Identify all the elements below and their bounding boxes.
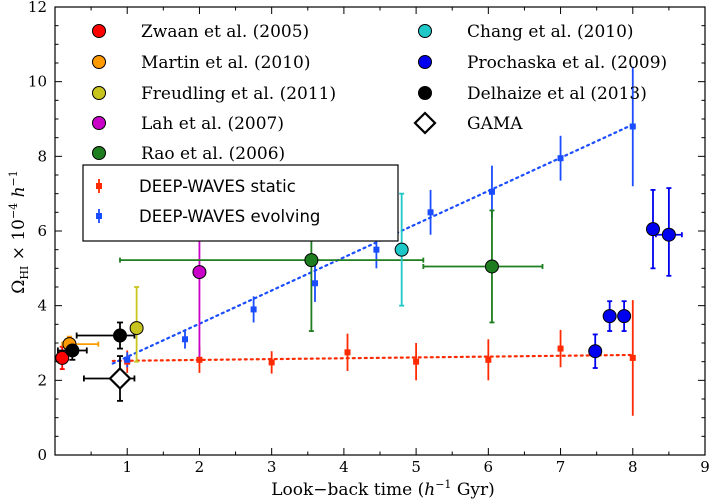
legend-label: Freudling et al. (2011): [141, 84, 336, 104]
literature-point: [108, 366, 132, 391]
y-tick-label: 8: [37, 147, 47, 165]
deep-waves-point: [196, 356, 203, 363]
deep-waves-point: [485, 356, 492, 363]
y-tick-labels: 0 2 4 6 8 10 12: [28, 0, 47, 464]
legend-marker: [418, 86, 432, 100]
legend-marker: [92, 55, 106, 69]
deep-waves-point: [488, 188, 495, 195]
deep-waves-legend-box: [82, 164, 399, 242]
deep-waves-point: [427, 209, 434, 216]
y-tick-label: 10: [28, 73, 47, 91]
legend-label: DEEP-WAVES static: [139, 177, 296, 196]
legend-label: GAMA: [467, 114, 523, 134]
legend-label: Prochaska et al. (2009): [467, 53, 667, 73]
legend-marker: [413, 111, 437, 135]
literature-point: [588, 344, 603, 359]
literature-point: [617, 309, 632, 324]
x-tick-label: 6: [484, 458, 494, 476]
deep-waves-point: [373, 246, 380, 253]
legend-label: Zwaan et al. (2005): [141, 22, 309, 42]
y-tick-label: 2: [37, 371, 47, 389]
y-axis-title: ΩHI × 10−4 h−1: [7, 170, 31, 294]
literature-point: [484, 259, 499, 274]
deep-waves-legend: DEEP-WAVES static DEEP-WAVES evolving: [96, 177, 320, 226]
literature-point: [65, 343, 80, 358]
deep-waves-point: [413, 358, 420, 365]
x-tick-label: 9: [700, 458, 710, 476]
axis-ticks: [55, 7, 705, 455]
y-tick-label: 6: [37, 222, 47, 240]
legend-label: Delhaize et al (2013): [467, 84, 647, 104]
literature-point: [55, 350, 70, 365]
literature-point: [394, 242, 409, 257]
deep-waves-point: [250, 306, 257, 313]
literature-point: [113, 328, 127, 343]
legend-marker: [92, 116, 106, 130]
deep-waves-point: [182, 336, 188, 343]
legend-marker: [92, 86, 106, 100]
legend-marker: [92, 146, 106, 160]
legend-marker: [92, 24, 106, 38]
x-tick-label: 1: [122, 458, 132, 476]
legend-marker: [418, 55, 432, 69]
x-tick-label: 8: [628, 458, 638, 476]
x-tick-label: 7: [556, 458, 566, 476]
legend-marker: [96, 183, 102, 189]
deep-waves-point: [124, 356, 131, 363]
deep-waves-point: [629, 123, 636, 130]
legend-label: Lah et al. (2007): [141, 114, 284, 134]
x-tick-label: 4: [339, 458, 349, 476]
literature-legend: Zwaan et al. (2005) Martin et al. (2010) F…: [92, 22, 667, 164]
literature-point: [304, 253, 319, 268]
deep-waves-point: [268, 359, 275, 366]
literature-point: [192, 265, 207, 280]
x-tick-label: 3: [267, 458, 277, 476]
literature-point: [646, 222, 660, 237]
fit-line: [111, 353, 634, 363]
deep-waves-point: [629, 354, 636, 361]
deep-waves-point: [557, 345, 564, 352]
y-tick-label: 12: [28, 0, 47, 16]
x-axis-title: Look−back time (h−1 Gyr): [271, 478, 495, 500]
legend-marker: [96, 213, 102, 219]
deep-waves-point: [312, 280, 318, 287]
legend-label: Martin et al. (2010): [141, 53, 311, 73]
x-tick-label: 5: [411, 458, 421, 476]
legend-label: DEEP-WAVES evolving: [139, 207, 320, 226]
deep-waves-point: [344, 349, 351, 356]
y-tick-label: 4: [37, 297, 47, 315]
data-markers: [55, 123, 676, 391]
legend-label: Rao et al. (2006): [141, 144, 285, 164]
literature-point: [129, 321, 144, 336]
legend-label: Chang et al. (2010): [467, 22, 634, 42]
literature-point: [661, 227, 676, 242]
x-tick-label: 2: [195, 458, 205, 476]
literature-point: [602, 309, 617, 324]
y-tick-label: 0: [37, 446, 47, 464]
deep-waves-point: [557, 155, 564, 162]
x-tick-labels: 1 2 3 4 5 6 7 8 9: [122, 458, 709, 476]
legend-marker: [418, 24, 432, 38]
